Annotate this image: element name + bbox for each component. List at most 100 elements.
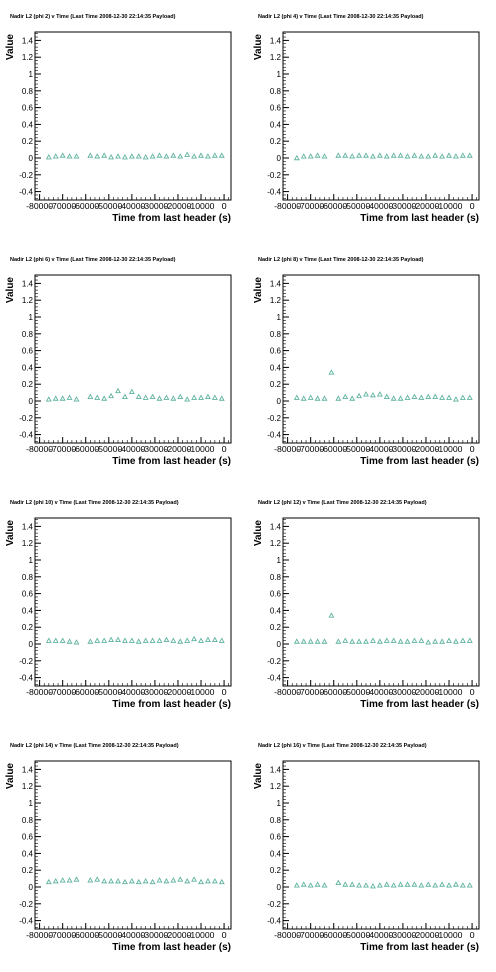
x-tick-label: -40000 [118, 931, 146, 940]
chart-title: Nadir L2 (phi 14) v Time (Last Time 2008… [10, 743, 179, 749]
data-point [87, 152, 94, 158]
data-point [170, 637, 177, 643]
y-tick-label: 1.2 [22, 296, 34, 305]
y-tick-label: 0 [29, 397, 34, 406]
y-tick-label: 0 [277, 883, 282, 892]
data-point [198, 878, 204, 885]
data-point [115, 877, 121, 884]
data-point [397, 881, 404, 887]
data-point [149, 878, 156, 885]
y-tick-label: 0.2 [22, 380, 34, 389]
data-point [73, 639, 80, 645]
y-tick-label: 1.2 [22, 539, 34, 548]
plot-frame [34, 517, 232, 687]
data-point [101, 637, 108, 643]
x-tick-label: -30000 [389, 202, 417, 211]
data-point [363, 638, 369, 644]
data-point [293, 154, 300, 161]
data-point [204, 877, 211, 884]
data-point [411, 637, 418, 643]
x-axis-label: Time from last header (s) [360, 699, 479, 710]
y-tick-label: -0.4 [267, 431, 281, 440]
x-axis-label: Time from last header (s) [112, 213, 231, 224]
y-tick-label: 1 [277, 799, 282, 808]
data-point [369, 883, 376, 889]
y-tick-label: 0.6 [270, 104, 282, 113]
data-point [198, 394, 204, 400]
data-point [459, 152, 466, 158]
x-tick-label: -10000 [188, 688, 216, 697]
x-tick-label: -70000 [49, 931, 77, 940]
x-tick-label: -50000 [95, 931, 123, 940]
data-point [418, 882, 425, 888]
data-point [439, 153, 446, 159]
data-point [142, 154, 149, 160]
y-tick-label: 0.8 [270, 816, 282, 825]
x-tick-label: -80000 [274, 202, 302, 211]
y-tick-label: 0.8 [22, 330, 34, 339]
data-point [397, 395, 404, 401]
y-tick-label: 0.8 [22, 816, 34, 825]
data-point [390, 152, 397, 158]
x-tick-label: -80000 [26, 202, 54, 211]
x-tick-label: -80000 [26, 931, 54, 940]
data-point [59, 637, 66, 643]
data-point [459, 394, 466, 400]
data-point [383, 637, 390, 643]
x-tick-label: -70000 [297, 688, 325, 697]
data-point [101, 395, 108, 401]
data-point [363, 152, 369, 158]
x-axis-label: Time from last header (s) [360, 456, 479, 467]
data-point [349, 153, 356, 159]
plot-frame [34, 31, 232, 201]
data-point [73, 153, 80, 159]
data-point [163, 636, 170, 643]
chart-title: Nadir L2 (phi 12) v Time (Last Time 2008… [258, 500, 427, 506]
y-tick-label: 0.8 [22, 87, 34, 96]
y-tick-label: 1.2 [270, 782, 282, 791]
x-tick-label: 0 [222, 202, 228, 211]
data-point [218, 878, 225, 885]
data-point [411, 152, 418, 158]
y-tick-label: 0.8 [270, 330, 282, 339]
data-point [356, 392, 363, 399]
y-axis-label: Value [5, 34, 16, 61]
x-tick-label: -80000 [274, 688, 302, 697]
data-point [411, 881, 418, 887]
x-tick-label: -30000 [141, 445, 169, 454]
y-tick-label: 1 [277, 556, 282, 565]
x-tick-label: -70000 [297, 445, 325, 454]
data-point [307, 882, 314, 888]
data-point [307, 638, 314, 644]
data-point [404, 881, 411, 887]
data-point [314, 881, 321, 887]
x-tick-label: -40000 [366, 445, 394, 454]
data-point [87, 393, 94, 400]
data-point [439, 638, 446, 644]
data-point [439, 394, 446, 400]
data-point [425, 881, 432, 887]
y-tick-label: -0.2 [19, 657, 33, 666]
y-tick-label: 0.2 [22, 137, 34, 146]
x-tick-label: -70000 [297, 202, 325, 211]
data-point [383, 881, 390, 887]
y-axis-label: Value [5, 763, 16, 790]
data-point [204, 636, 211, 643]
x-tick-label: 0 [222, 931, 228, 940]
x-tick-label: -60000 [72, 445, 100, 454]
y-tick-label: 0.4 [22, 849, 34, 858]
y-tick-label: 0.4 [270, 849, 282, 858]
chart-title: Nadir L2 (phi 16) v Time (Last Time 2008… [258, 743, 427, 749]
x-tick-label: -60000 [320, 202, 348, 211]
data-point [121, 154, 128, 160]
data-point [156, 877, 163, 883]
y-tick-label: 0 [29, 640, 34, 649]
chart-panel-8: Nadir L2 (phi 16) v Time (Last Time 2008… [253, 743, 480, 953]
data-point [52, 153, 59, 159]
data-point [300, 153, 307, 159]
data-point [52, 395, 59, 401]
data-point [349, 395, 356, 401]
x-tick-label: -50000 [95, 202, 123, 211]
data-point [383, 153, 390, 159]
x-tick-label: -50000 [343, 202, 371, 211]
